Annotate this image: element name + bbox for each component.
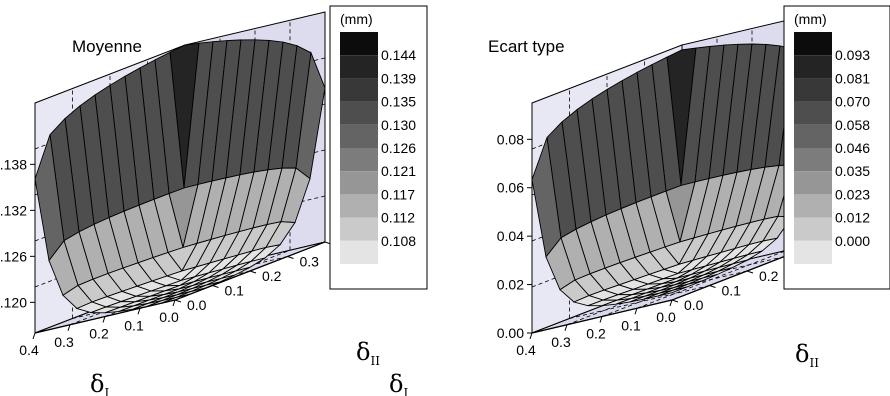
x-tick-label: 0.3 bbox=[551, 334, 571, 350]
z-tick-label: 0.00 bbox=[497, 325, 524, 341]
z-tick-label: 0.02 bbox=[497, 277, 524, 293]
x-tick-label: 0.0 bbox=[159, 309, 179, 325]
y-tick-label: 0.2 bbox=[759, 268, 779, 284]
colorbar-swatch bbox=[794, 171, 832, 195]
x-tick-label: 0.1 bbox=[124, 317, 144, 333]
x-tick-label: 0.3 bbox=[54, 334, 74, 350]
chart-title: Moyenne bbox=[72, 37, 142, 56]
y-tick-label: 0.2 bbox=[262, 268, 282, 284]
x-tick-label: 0.2 bbox=[89, 326, 109, 342]
colorbar-swatch bbox=[340, 148, 378, 172]
colorbar-label: 0.000 bbox=[835, 233, 870, 249]
chart-title: Ecart type bbox=[488, 37, 565, 56]
x-tick-mark bbox=[564, 324, 568, 331]
surface bbox=[34, 39, 326, 314]
colorbar-swatch bbox=[340, 101, 378, 125]
colorbar-swatch bbox=[794, 78, 832, 102]
colorbar-label: 0.112 bbox=[381, 210, 415, 226]
colorbar-swatch bbox=[340, 124, 378, 148]
y-tick-label: 0.1 bbox=[722, 283, 742, 299]
surface bbox=[531, 43, 823, 307]
colorbar-unit: (mm) bbox=[340, 11, 373, 27]
x-tick-mark bbox=[529, 332, 533, 340]
x-axis-label: δI bbox=[90, 370, 109, 396]
x-tick-label: 0.4 bbox=[19, 342, 39, 358]
colorbar-swatch bbox=[794, 240, 832, 264]
y-tick-label: 0.1 bbox=[225, 283, 245, 299]
x-tick-mark bbox=[67, 324, 71, 331]
y-tick-mark bbox=[746, 270, 754, 274]
colorbar-swatch bbox=[794, 217, 832, 241]
colorbar-swatch bbox=[340, 194, 378, 218]
colorbar-swatch bbox=[794, 32, 832, 56]
z-tick-label: 0.132 bbox=[0, 202, 27, 218]
x-tick-label: 0.1 bbox=[621, 317, 641, 333]
colorbar-label: 0.108 bbox=[381, 233, 416, 249]
colorbar-legend: (mm) 0.093 0.081 0.070 0.058 0.046 0.035 0.023 0… bbox=[783, 5, 890, 290]
colorbar-swatch bbox=[340, 217, 378, 241]
colorbar-label: 0.139 bbox=[381, 70, 416, 86]
y-tick-mark bbox=[212, 285, 219, 288]
x-tick-label: 0.2 bbox=[586, 326, 606, 342]
x-tick-mark bbox=[599, 316, 603, 323]
colorbar-label: 0.012 bbox=[835, 210, 870, 226]
colorbar-label: 0.126 bbox=[381, 140, 416, 156]
x-tick-mark bbox=[102, 316, 106, 323]
y-tick-label: 0.3 bbox=[300, 254, 320, 270]
x-tick-mark bbox=[172, 299, 176, 307]
colorbar-unit: (mm) bbox=[794, 11, 827, 27]
colorbar-label: 0.121 bbox=[381, 163, 416, 179]
y-tick-mark bbox=[709, 285, 716, 288]
y-tick-mark bbox=[287, 256, 294, 259]
std-surface-chart: Ecart type 0.00 0.02 0.04 0.06 0.08 0.4 0.3 0.2 0… bbox=[389, 5, 890, 396]
z-tick-label: 0.120 bbox=[0, 294, 27, 310]
y-axis-label: δII bbox=[356, 338, 380, 368]
x-tick-mark bbox=[669, 299, 673, 307]
y-tick-mark bbox=[249, 270, 257, 274]
colorbar-label: 0.135 bbox=[381, 94, 416, 110]
colorbar-label: 0.117 bbox=[381, 186, 415, 202]
y-axis-label: δII bbox=[795, 340, 819, 370]
z-tick-label: 0.06 bbox=[497, 180, 524, 196]
colorbar-label: 0.081 bbox=[835, 70, 870, 86]
x-tick-mark bbox=[634, 308, 638, 315]
colorbar-label: 0.070 bbox=[835, 94, 870, 110]
x-tick-label: 0.0 bbox=[656, 309, 676, 325]
z-tick-label: 0.126 bbox=[0, 248, 27, 264]
colorbar-swatch bbox=[340, 78, 378, 102]
colorbar-swatch bbox=[794, 194, 832, 218]
z-tick-label: 0.04 bbox=[497, 228, 524, 244]
colorbar-label: 0.046 bbox=[835, 140, 870, 156]
x-tick-mark bbox=[32, 332, 36, 340]
y-tick-mark bbox=[174, 299, 182, 303]
y-tick-label: 0.0 bbox=[684, 297, 704, 313]
y-tick-mark bbox=[671, 299, 679, 303]
z-tick-label: 0.138 bbox=[0, 156, 27, 172]
y-tick-label: 0.0 bbox=[187, 297, 207, 313]
colorbar-label: 0.023 bbox=[835, 186, 870, 202]
colorbar-swatch bbox=[794, 124, 832, 148]
colorbar-label: 0.035 bbox=[835, 163, 870, 179]
x-axis-label: δI bbox=[389, 370, 408, 396]
colorbar-legend: (mm) 0.144 0.139 0.135 0.130 0.126 0.121 0.117 0… bbox=[329, 5, 428, 290]
colorbar-label: 0.093 bbox=[835, 47, 870, 63]
colorbar-swatch bbox=[340, 240, 378, 264]
colorbar-swatch bbox=[340, 32, 378, 56]
colorbar-label: 0.144 bbox=[381, 47, 416, 63]
colorbar-swatch bbox=[794, 148, 832, 172]
x-tick-label: 0.4 bbox=[516, 342, 536, 358]
mean-surface-chart: Moyenne0.1200.1260.1320.1380.40.30.20.10… bbox=[0, 5, 428, 396]
colorbar-swatch bbox=[340, 171, 378, 195]
colorbar-label: 0.130 bbox=[381, 117, 416, 133]
colorbar-label: 0.058 bbox=[835, 117, 870, 133]
floor-grid-line bbox=[569, 285, 710, 319]
colorbar-swatch bbox=[794, 55, 832, 79]
z-tick-label: 0.08 bbox=[497, 131, 524, 147]
colorbar-swatch bbox=[794, 101, 832, 125]
colorbar-swatch bbox=[340, 55, 378, 79]
x-tick-mark bbox=[137, 308, 141, 315]
surface-cell bbox=[657, 286, 688, 297]
